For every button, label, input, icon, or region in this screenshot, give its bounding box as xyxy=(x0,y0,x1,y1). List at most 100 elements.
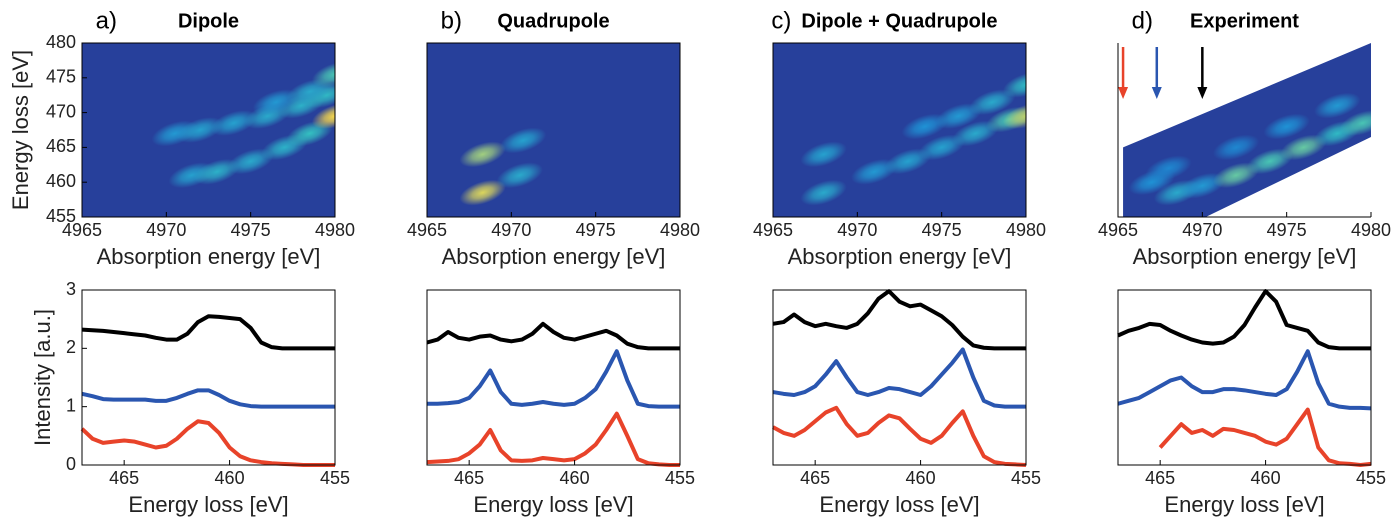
heat-peak xyxy=(1263,113,1310,140)
arrow-head xyxy=(1197,87,1208,99)
heat-peak xyxy=(496,162,543,189)
y-tick-label: 460 xyxy=(46,171,76,191)
panel-label: d) xyxy=(1132,7,1153,34)
heat-peak xyxy=(459,141,506,168)
heatmap xyxy=(427,43,680,217)
x-tick-label: 465 xyxy=(800,468,830,488)
axes-frame xyxy=(772,289,1027,466)
x-tick-label: 455 xyxy=(1356,468,1386,488)
heat-peak xyxy=(1145,155,1192,182)
heat-peak xyxy=(210,110,257,136)
spectrum-line xyxy=(81,314,335,351)
y-tick-label: 475 xyxy=(46,67,76,87)
y-tick-label: 455 xyxy=(46,206,76,226)
x-axis-label: Absorption energy [eV] xyxy=(1133,244,1357,269)
heat-peak xyxy=(1002,71,1026,98)
x-tick-label: 455 xyxy=(1011,468,1041,488)
spectrum-line xyxy=(426,321,680,351)
x-tick-label: 4975 xyxy=(922,220,962,240)
spectrum-line xyxy=(427,349,680,409)
panel-label: b) xyxy=(441,7,462,34)
heat-peak xyxy=(311,103,335,129)
spectrum-line xyxy=(426,411,680,467)
x-tick-label: 455 xyxy=(320,468,350,488)
axes-frame xyxy=(1117,289,1372,466)
x-axis-label: Absorption energy [eV] xyxy=(442,244,666,269)
spectrum-line xyxy=(81,388,335,409)
x-tick-label: 465 xyxy=(454,468,484,488)
x-tick-label: 465 xyxy=(109,468,139,488)
spectrum-line xyxy=(1117,289,1371,351)
heatmap xyxy=(82,43,335,217)
unmeasured-mask xyxy=(1117,42,1373,218)
heatmap xyxy=(773,43,1026,217)
heat-peak xyxy=(1314,92,1361,119)
y-tick-label: 480 xyxy=(46,32,76,52)
y-tick-label: 0 xyxy=(66,454,76,474)
panel-title: Experiment xyxy=(1190,10,1299,32)
y-tick-label: 1 xyxy=(66,395,76,415)
x-tick-label: 4975 xyxy=(1267,220,1307,240)
heat-peak xyxy=(800,141,847,168)
spectrum-line xyxy=(80,419,335,467)
y-tick-label: 465 xyxy=(46,136,76,156)
y-tick-label: 470 xyxy=(46,101,76,121)
axes-frame xyxy=(81,289,336,466)
spectrum-line xyxy=(1117,349,1372,411)
x-axis-label: Energy loss [eV] xyxy=(473,492,633,517)
panel-title: Quadrupole xyxy=(497,10,609,32)
x-tick-label: 4980 xyxy=(660,220,700,240)
y-tick-label: 3 xyxy=(66,279,76,299)
x-tick-label: 455 xyxy=(665,468,695,488)
arrow-head xyxy=(1151,87,1162,99)
axes-frame xyxy=(772,42,1027,218)
x-tick-label: 4975 xyxy=(576,220,616,240)
x-tick-label: 4965 xyxy=(407,220,447,240)
spectrum-line xyxy=(772,405,1027,467)
x-tick-label: 4970 xyxy=(491,220,531,240)
heat-peak xyxy=(176,117,224,143)
heat-peak xyxy=(1339,110,1371,136)
heat-peak xyxy=(969,89,1016,115)
heat-peak xyxy=(311,61,335,88)
x-axis-label: Energy loss [eV] xyxy=(819,492,979,517)
y-axis-label: Energy loss [eV] xyxy=(8,50,33,210)
x-tick-label: 4965 xyxy=(753,220,793,240)
x-tick-label: 460 xyxy=(1251,468,1281,488)
y-tick-label: 2 xyxy=(66,337,76,357)
axes-frame xyxy=(81,42,336,218)
spectrum-line xyxy=(1158,407,1372,467)
panel-title: Dipole + Quadrupole xyxy=(801,10,997,32)
x-tick-label: 4970 xyxy=(837,220,877,240)
y-axis-label: Intensity [a.u.] xyxy=(30,309,55,446)
spectrum-line xyxy=(772,289,1026,351)
x-tick-label: 4980 xyxy=(1006,220,1046,240)
x-axis-label: Absorption energy [eV] xyxy=(97,244,321,269)
panel-label: c) xyxy=(771,7,791,34)
axes-frame xyxy=(426,289,681,466)
heat-peak xyxy=(1002,103,1026,129)
heat-peak xyxy=(1212,134,1260,161)
x-axis-label: Absorption energy [eV] xyxy=(788,244,1012,269)
x-tick-label: 4980 xyxy=(1351,220,1391,240)
x-tick-label: 4970 xyxy=(1182,220,1222,240)
panel-title: Dipole xyxy=(178,10,239,32)
panel-label: a) xyxy=(96,7,117,34)
x-tick-label: 465 xyxy=(1145,468,1175,488)
x-axis-label: Energy loss [eV] xyxy=(128,492,288,517)
x-tick-label: 4965 xyxy=(62,220,102,240)
heat-peak xyxy=(800,179,847,206)
x-tick-label: 4975 xyxy=(231,220,271,240)
heat-peak xyxy=(459,179,506,206)
x-tick-label: 4970 xyxy=(146,220,186,240)
heat-peak xyxy=(500,127,547,154)
x-tick-label: 4965 xyxy=(1098,220,1138,240)
x-tick-label: 460 xyxy=(560,468,590,488)
x-axis-label: Energy loss [eV] xyxy=(1164,492,1324,517)
axes-frame xyxy=(426,42,681,218)
x-tick-label: 4980 xyxy=(315,220,355,240)
spectrum-line xyxy=(772,347,1026,409)
x-tick-label: 460 xyxy=(906,468,936,488)
arrow-head xyxy=(1118,87,1129,99)
